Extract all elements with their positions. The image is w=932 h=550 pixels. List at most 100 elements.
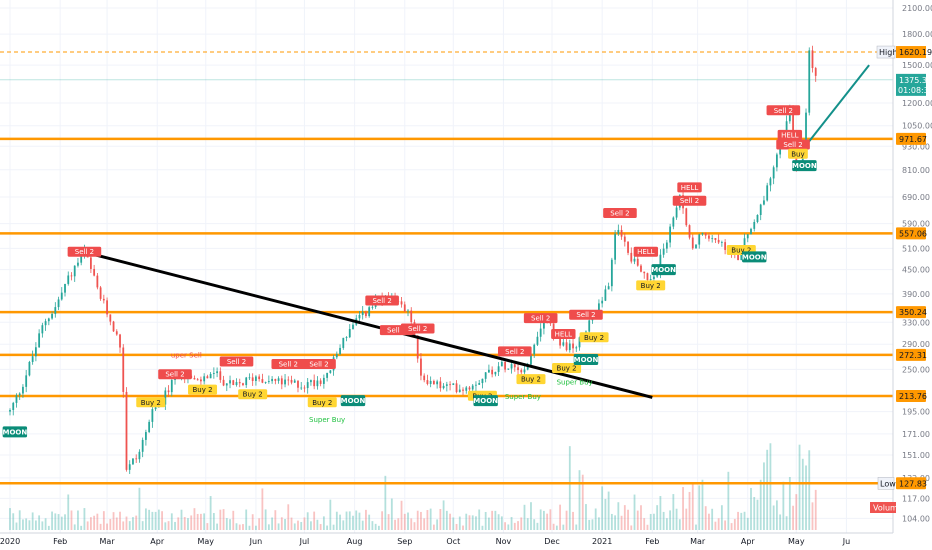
candle-body <box>717 239 720 243</box>
level-price-text: 557.06 <box>899 229 927 238</box>
signal-text: Sell 2 <box>783 141 802 149</box>
volume-bar <box>695 524 697 530</box>
signal-badge <box>473 395 498 407</box>
volume-bar <box>128 521 131 530</box>
signal-text: Buy 2 <box>193 386 213 394</box>
candle-body <box>465 387 468 391</box>
volume-bar <box>229 519 231 530</box>
volume-bar <box>646 524 649 530</box>
volume-bar <box>352 515 354 530</box>
trend-line[interactable] <box>82 250 653 399</box>
volume-bar <box>12 513 15 530</box>
volume-bar <box>675 508 678 530</box>
volume-bar <box>190 515 193 530</box>
candle-body <box>216 371 218 374</box>
volume-bar <box>77 510 79 530</box>
volume-bar <box>148 509 151 530</box>
signal-badge <box>579 332 609 343</box>
candle-body <box>109 314 112 322</box>
volume-bar <box>15 522 18 530</box>
candle-body <box>12 402 15 411</box>
candle-body <box>513 364 516 368</box>
candle-body <box>339 347 341 355</box>
candle-body <box>607 286 610 290</box>
candle-body <box>763 200 765 205</box>
volume-bar <box>585 504 587 530</box>
signal-badge <box>67 246 102 257</box>
volume-bar <box>552 523 555 530</box>
volume-bar <box>620 515 623 530</box>
candle-body <box>322 377 325 384</box>
signal-badge <box>188 384 218 395</box>
volume-bar <box>753 497 756 530</box>
candle-body <box>64 283 66 293</box>
volume-bar <box>533 519 536 530</box>
candle-body <box>649 279 652 281</box>
volume-bar <box>280 517 283 530</box>
volume-bar <box>187 518 189 530</box>
volume-bar <box>245 509 248 530</box>
volume-bar <box>242 524 244 530</box>
volume-bar <box>536 522 539 530</box>
price-axis[interactable]: 2100.00 1800.00 1500.00 1200.00 1050.00 930.0… <box>902 4 932 523</box>
signal-text: HELL <box>637 248 655 256</box>
horizontal-levels <box>0 137 893 485</box>
candle-body <box>407 310 409 312</box>
signal-badge <box>651 264 676 276</box>
low-tag-text: Low <box>880 479 896 488</box>
volume-bar <box>601 486 604 530</box>
candle-body <box>491 369 494 375</box>
volume-bar <box>497 514 500 530</box>
volume-bar <box>775 500 778 530</box>
signal-text: MOON <box>473 397 498 405</box>
volume-bar <box>805 465 807 530</box>
volume-bar <box>494 510 497 530</box>
volume-bar <box>510 517 513 530</box>
candle-body <box>504 361 506 370</box>
candle-body <box>193 378 196 380</box>
signal-text: Sell 2 <box>576 311 595 319</box>
candle-body <box>704 232 707 236</box>
volume-bar <box>397 518 400 530</box>
volume-bar <box>358 512 361 530</box>
volume-bar <box>274 510 277 530</box>
signal-text: Sell 2 <box>531 315 550 323</box>
y-tick-label: 1500.00 <box>902 61 932 70</box>
candle-body <box>342 337 345 348</box>
volume-bar <box>449 513 451 530</box>
level-price-tag <box>896 132 926 145</box>
volume-bar <box>271 517 274 530</box>
signal-text: Sell 2 <box>610 209 629 217</box>
candle-body <box>54 307 57 314</box>
volume-bars <box>9 443 817 530</box>
signal-badge <box>365 295 399 306</box>
volume-bar <box>526 518 529 530</box>
volume-bar <box>727 471 730 530</box>
x-tick-label: 2020 <box>0 537 20 546</box>
y-tick-label: 1050.00 <box>902 122 932 131</box>
volume-bar <box>345 511 348 530</box>
signal-text: Buy <box>791 150 804 158</box>
time-axis[interactable]: 2020 Feb Mar Apr May Jun Jul Aug Sep Oct Nov Dec 202… <box>0 537 850 546</box>
signal-badge <box>569 309 603 320</box>
candle-body <box>403 304 406 312</box>
low-tag-box <box>877 477 895 490</box>
signal-text: Sell 2 <box>680 197 699 205</box>
signal-badge <box>497 346 532 357</box>
candle-body <box>267 381 270 382</box>
x-tick-label: May <box>197 537 214 546</box>
candle-body <box>720 242 723 243</box>
level-price-tag <box>896 348 926 361</box>
volume-bar <box>500 516 503 530</box>
volume-bar <box>9 508 11 530</box>
signal-badge <box>633 246 659 257</box>
candle-body <box>672 217 675 227</box>
volume-bar <box>740 512 743 530</box>
volume-bar <box>656 505 659 530</box>
volume-bar <box>636 510 639 530</box>
volume-bar <box>368 514 371 530</box>
volume-bar <box>704 506 707 530</box>
y-tick-label: 590.00 <box>902 220 930 229</box>
candle-body <box>316 380 319 387</box>
